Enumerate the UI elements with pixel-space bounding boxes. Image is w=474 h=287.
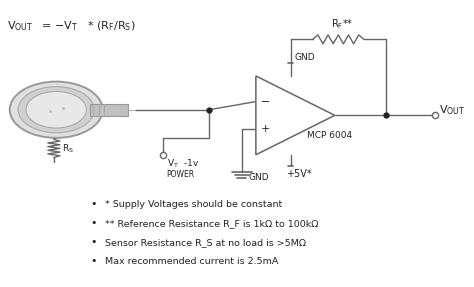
Text: •: • bbox=[90, 237, 97, 247]
Text: Max recommended current is 2.5mA: Max recommended current is 2.5mA bbox=[105, 257, 278, 266]
Text: •: • bbox=[90, 218, 97, 228]
Text: MCP 6004: MCP 6004 bbox=[307, 131, 352, 139]
Text: R$_\mathsf{F}$**: R$_\mathsf{F}$** bbox=[331, 17, 354, 31]
FancyBboxPatch shape bbox=[90, 104, 128, 116]
Text: GND: GND bbox=[294, 53, 315, 62]
Text: * Supply Voltages should be constant: * Supply Voltages should be constant bbox=[105, 199, 282, 209]
Text: R$_\mathsf{S}$: R$_\mathsf{S}$ bbox=[62, 142, 74, 155]
Text: ** Reference Resistance R_F is 1kΩ to 100kΩ: ** Reference Resistance R_F is 1kΩ to 10… bbox=[105, 219, 319, 228]
Text: +: + bbox=[261, 124, 270, 134]
Text: POWER: POWER bbox=[167, 170, 195, 179]
Text: V$_\mathsf{OUT}$: V$_\mathsf{OUT}$ bbox=[439, 103, 465, 117]
Circle shape bbox=[10, 82, 102, 138]
Text: •: • bbox=[90, 199, 97, 209]
Text: * (R$_\mathsf{F}$/R$_\mathsf{S}$): * (R$_\mathsf{F}$/R$_\mathsf{S}$) bbox=[84, 20, 136, 33]
Circle shape bbox=[26, 92, 86, 128]
Text: •: • bbox=[90, 256, 97, 266]
Text: = $-$V$_\mathsf{T}$: = $-$V$_\mathsf{T}$ bbox=[37, 20, 78, 34]
Text: V$_\mathsf{T}$  -1v: V$_\mathsf{T}$ -1v bbox=[167, 158, 199, 170]
Text: +5V*: +5V* bbox=[286, 169, 312, 179]
Polygon shape bbox=[256, 76, 335, 155]
Text: −: − bbox=[261, 96, 270, 106]
Text: V$_\mathsf{OUT}$: V$_\mathsf{OUT}$ bbox=[8, 20, 34, 34]
Text: GND: GND bbox=[249, 173, 270, 182]
Text: Sensor Resistance R_S at no load is >5MΩ: Sensor Resistance R_S at no load is >5MΩ bbox=[105, 238, 306, 247]
Circle shape bbox=[18, 87, 94, 133]
